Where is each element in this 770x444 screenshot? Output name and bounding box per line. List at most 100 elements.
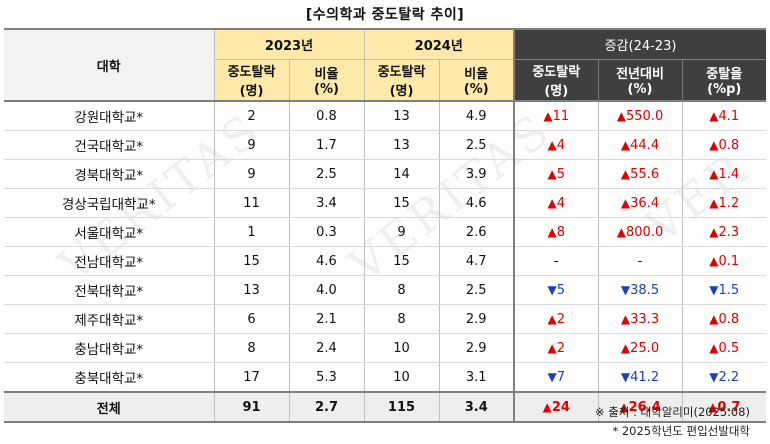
dropouts-2023: 8 [214,333,290,363]
header-year-2023: 2023년 [214,28,365,60]
dropouts-2023: 1 [214,217,290,247]
up-triangle-icon [547,138,556,153]
dropouts-2024: 14 [364,159,440,189]
dropouts-2023: 6 [214,304,290,334]
up-triangle-icon [709,341,718,356]
dropouts-2024: 15 [364,188,440,218]
dropouts-2023: 17 [214,362,290,393]
change-rate: 4.1 [682,101,766,131]
change-rate: 2.2 [682,362,766,393]
up-triangle-icon [709,254,718,269]
university-name: 경상국립대학교* [4,188,215,218]
change-yoy: 33.3 [598,304,683,334]
ratio-2024: 4.6 [439,188,515,218]
header-year-2024: 2024년 [364,28,515,60]
up-triangle-icon [709,138,718,153]
change-rate: 2.3 [682,217,766,247]
university-name: 전남대학교* [4,246,215,276]
up-triangle-icon [547,341,556,356]
dropouts-2024: 10 [364,362,440,393]
dropouts-2024: 13 [364,130,440,160]
ratio-2024: 2.5 [439,275,515,305]
ratio-2023: 2.7 [289,391,365,423]
change-rate: 0.7 [682,391,766,423]
down-triangle-icon [621,370,630,385]
header-ratio-2023: 비율 (%) [289,59,365,102]
up-triangle-icon [547,167,556,182]
up-triangle-icon [709,225,718,240]
change-dropouts: 24 [514,391,599,423]
table-row: 제주대학교*62.182.9233.30.8 [4,304,766,334]
dropouts-2023: 91 [214,391,290,423]
change-dropouts: 5 [514,159,599,189]
header-university: 대학 [4,28,215,102]
down-triangle-icon [547,370,556,385]
dropout-table: 대학 2023년 2024년 증감(24-23) 중도탈락 (명) 비율 (%) 중… [4,28,766,423]
ratio-2023: 4.0 [289,275,365,305]
ratio-2023: 2.5 [289,159,365,189]
ratio-2024: 2.9 [439,333,515,363]
up-triangle-icon [547,225,556,240]
up-triangle-icon [547,196,556,211]
university-name: 건국대학교* [4,130,215,160]
up-triangle-icon [709,167,718,182]
up-triangle-icon [621,167,630,182]
change-dropouts: 4 [514,188,599,218]
down-triangle-icon [709,283,718,298]
dropouts-2023: 9 [214,130,290,160]
dropouts-2023: 13 [214,275,290,305]
header-ratio-2024: 비율 (%) [439,59,515,102]
university-name: 전체 [4,391,215,423]
up-triangle-icon [709,312,718,327]
change-dropouts: - [514,246,599,276]
change-yoy: 800.0 [598,217,683,247]
change-yoy: 25.0 [598,333,683,363]
change-dropouts: 7 [514,362,599,393]
header-dropouts-2024: 중도탈락 (명) [364,59,440,102]
header-change-rate: 중탈율 (%p) [682,59,766,102]
ratio-2023: 1.7 [289,130,365,160]
ratio-2024: 4.7 [439,246,515,276]
table-title: [수의학과 중도탈락 추이] [305,7,465,23]
up-triangle-icon [621,341,630,356]
university-name: 전북대학교* [4,275,215,305]
change-rate: 1.5 [682,275,766,305]
university-name: 강원대학교* [4,101,215,131]
change-yoy: 55.6 [598,159,683,189]
up-triangle-icon [543,109,552,124]
footnote-source: ※ 출처 : 대학알리미(2025.08) [594,405,750,419]
up-triangle-icon [621,138,630,153]
change-yoy: 44.4 [598,130,683,160]
dropouts-2024: 8 [364,304,440,334]
change-yoy: 26.4 [598,391,683,423]
ratio-2024: 3.9 [439,159,515,189]
dropouts-2024: 8 [364,275,440,305]
down-triangle-icon [621,283,630,298]
ratio-2024: 3.1 [439,362,515,393]
ratio-2024: 3.4 [439,391,515,423]
university-name: 충북대학교* [4,362,215,393]
change-rate: 0.1 [682,246,766,276]
change-yoy: 36.4 [598,188,683,218]
change-rate: 0.8 [682,130,766,160]
change-yoy: 38.5 [598,275,683,305]
change-rate: 0.5 [682,333,766,363]
change-dropouts: 2 [514,304,599,334]
dropouts-2024: 9 [364,217,440,247]
change-rate: 0.8 [682,304,766,334]
ratio-2023: 0.8 [289,101,365,131]
university-name: 충남대학교* [4,333,215,363]
ratio-2024: 4.9 [439,101,515,131]
up-triangle-icon [621,312,630,327]
change-dropouts: 4 [514,130,599,160]
ratio-2023: 3.4 [289,188,365,218]
change-yoy: 550.0 [598,101,683,131]
up-triangle-icon [543,400,552,415]
header-change-yoy: 전년대비 (%) [598,59,683,102]
ratio-2024: 2.6 [439,217,515,247]
